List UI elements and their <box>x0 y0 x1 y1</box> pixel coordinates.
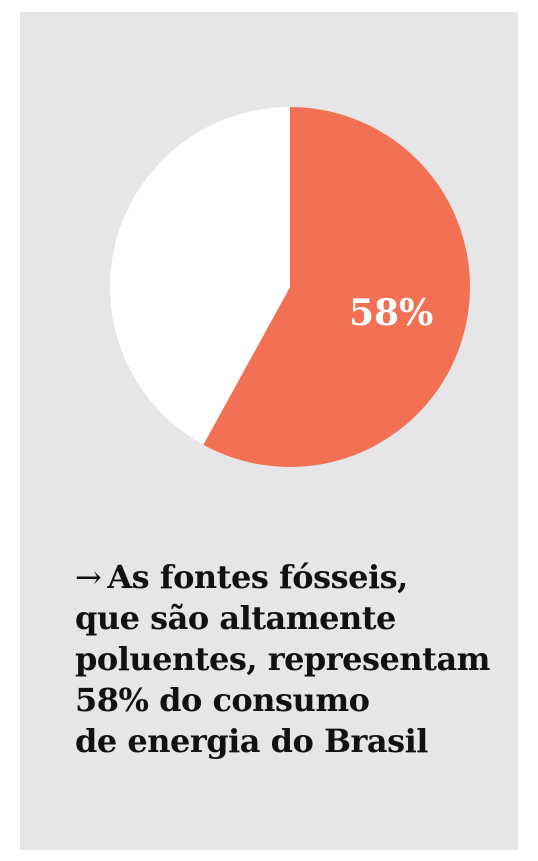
pie-slice-1 <box>203 107 470 467</box>
arrow-right-icon: → <box>75 558 102 596</box>
pie-chart: 58% <box>109 107 470 467</box>
caption-line-4: 58% do consumo <box>75 681 370 719</box>
chart-card: 58% → As fontes fósseis, que são altament… <box>20 12 518 850</box>
caption-line-1: → As fontes fósseis, <box>75 557 515 598</box>
chart-caption: → As fontes fósseis, que são altamente po… <box>75 557 515 762</box>
caption-line-5: de energia do Brasil <box>75 722 428 760</box>
caption-line-2: que são altamente <box>75 599 396 637</box>
pie-slice-2 <box>109 107 290 445</box>
slice-label: 58% <box>349 292 433 334</box>
caption-text-1: As fontes fósseis, <box>107 558 408 596</box>
caption-line-3: poluentes, representam <box>75 640 491 678</box>
